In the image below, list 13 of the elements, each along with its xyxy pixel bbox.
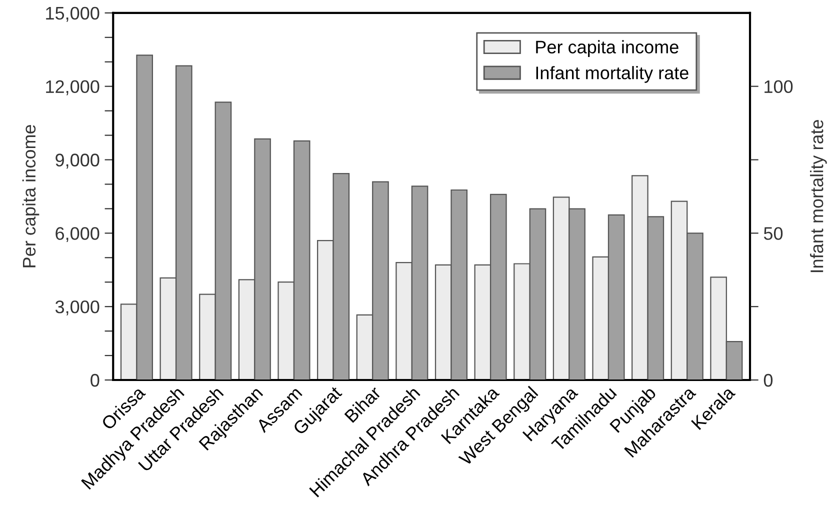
y2-tick-label: 100 — [764, 80, 793, 94]
y-tick-label: 3,000 — [55, 300, 100, 316]
y-axis-title: Per capita income — [22, 125, 40, 268]
y2-axis-title: Infant mortality rate — [810, 120, 827, 272]
y-tick-label: 6,000 — [56, 227, 100, 242]
legend-label: Infant mortality rate — [536, 66, 688, 83]
y-tick-label: 15,000 — [46, 6, 100, 22]
y-tick-label: 0 — [90, 374, 100, 387]
y2-tick-label: 50 — [764, 227, 783, 240]
y-tick-label: 12,000 — [46, 80, 100, 96]
y-tick-label: 9,000 — [56, 154, 100, 169]
legend-label: Per capita income — [536, 40, 678, 58]
y2-tick-label: 0 — [764, 374, 773, 387]
